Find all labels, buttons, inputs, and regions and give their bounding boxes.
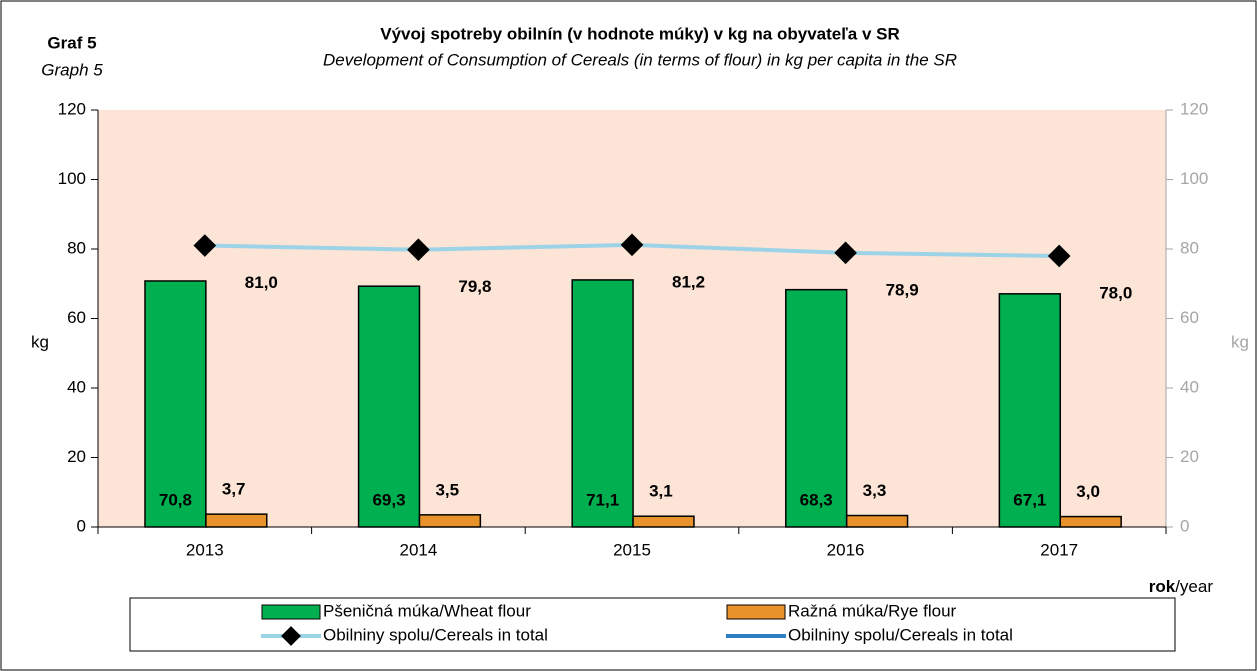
chart-subtitle: Development of Consumption of Cereals (i… bbox=[323, 50, 957, 69]
bar bbox=[571, 279, 634, 528]
bar bbox=[418, 514, 482, 528]
y-axis-label: kg bbox=[31, 332, 49, 351]
bar bbox=[357, 285, 421, 528]
value-label: 67,1 bbox=[1013, 490, 1046, 509]
y-tick-label: 20 bbox=[67, 447, 86, 466]
y2-tick-label: 0 bbox=[1180, 516, 1189, 535]
y2-tick-label: 40 bbox=[1180, 377, 1199, 396]
y-tick-label: 120 bbox=[58, 99, 86, 118]
graph-label-en: Graph 5 bbox=[41, 60, 103, 79]
bar bbox=[785, 288, 848, 528]
value-label: 3,7 bbox=[222, 480, 246, 499]
legend-swatch bbox=[726, 604, 786, 620]
y2-axis-label: kg bbox=[1231, 332, 1249, 351]
x-tick-label: 2015 bbox=[613, 540, 651, 559]
x-axis-label: rok/year bbox=[1149, 577, 1214, 596]
y-tick-label: 100 bbox=[58, 169, 86, 188]
bar bbox=[1059, 515, 1122, 528]
x-axis-label-bold: rok bbox=[1149, 577, 1176, 596]
y2-tick-label: 80 bbox=[1180, 238, 1199, 257]
legend-label: Obilniny spolu/Cereals in total bbox=[323, 625, 548, 644]
legend-label: Ražná múka/Rye flour bbox=[788, 601, 957, 620]
legend bbox=[129, 597, 1176, 652]
y2-tick-label: 20 bbox=[1180, 447, 1199, 466]
value-label: 3,5 bbox=[435, 480, 459, 499]
value-label: 3,1 bbox=[649, 482, 673, 501]
bar bbox=[144, 280, 207, 528]
legend-swatch bbox=[261, 604, 321, 620]
value-label: 70,8 bbox=[159, 490, 192, 509]
x-tick-label: 2016 bbox=[827, 540, 865, 559]
value-label: 78,0 bbox=[1099, 283, 1132, 302]
x-tick-label: 2013 bbox=[186, 540, 224, 559]
graph-label: Graf 5 bbox=[47, 33, 96, 52]
x-tick-label: 2014 bbox=[399, 540, 437, 559]
y-tick-label: 60 bbox=[67, 308, 86, 327]
x-tick-label: 2017 bbox=[1040, 540, 1078, 559]
value-label: 81,2 bbox=[672, 272, 705, 291]
y2-tick-label: 120 bbox=[1180, 99, 1208, 118]
legend-label: Pšeničná múka/Wheat flour bbox=[323, 601, 531, 620]
x-axis-label-rest: /year bbox=[1175, 577, 1213, 596]
y2-tick-label: 60 bbox=[1180, 308, 1199, 327]
bar bbox=[998, 293, 1062, 528]
value-label: 81,0 bbox=[245, 273, 278, 292]
y2-tick-label: 100 bbox=[1180, 169, 1208, 188]
y-tick-label: 40 bbox=[67, 377, 86, 396]
value-label: 79,8 bbox=[458, 277, 491, 296]
value-label: 78,9 bbox=[886, 280, 919, 299]
value-label: 3,3 bbox=[863, 481, 887, 500]
chart-title: Vývoj spotreby obilnín (v hodnote múky) … bbox=[380, 24, 900, 43]
bar bbox=[205, 513, 268, 528]
bar bbox=[845, 514, 909, 528]
y-tick-label: 0 bbox=[77, 516, 86, 535]
value-label: 3,0 bbox=[1076, 482, 1100, 501]
legend-marker bbox=[281, 626, 301, 646]
value-label: 71,1 bbox=[586, 490, 619, 509]
value-label: 69,3 bbox=[372, 490, 405, 509]
bar bbox=[632, 515, 695, 528]
legend-label: Obilniny spolu/Cereals in total bbox=[788, 625, 1013, 644]
value-label: 68,3 bbox=[800, 490, 833, 509]
y-tick-label: 80 bbox=[67, 238, 86, 257]
